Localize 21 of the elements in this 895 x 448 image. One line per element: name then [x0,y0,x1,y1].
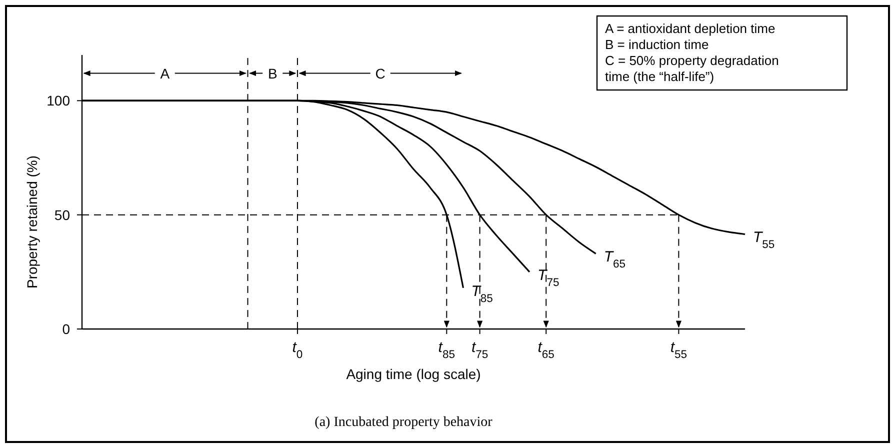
x-tick-label: t$_{0}$ [292,339,303,361]
annotation: B [268,65,278,82]
text: A = antioxidant depletion time [605,21,776,36]
x-tick-label: t$_{85}$ [438,339,455,361]
x-tick-label: t$_{55}$ [670,339,688,361]
series-label: T$_{85}$ [471,282,493,305]
text: B = induction time [605,37,709,52]
text: (a) Incubated property behavior [314,415,493,430]
series-label: T$_{65}$ [604,248,626,271]
y-tick-label: 100 [46,92,70,109]
y-tick-label: 0 [62,321,70,337]
annotation: C [375,65,386,82]
y-tick-label: 50 [54,206,70,223]
series-label: T$_{75}$ [538,266,560,289]
series-label: T$_{55}$ [753,229,775,252]
x-tick-label: t$_{65}$ [538,339,554,361]
x-tick-label: t$_{75}$ [471,339,488,361]
x-axis-title: Aging time (log scale) [346,366,481,382]
y-axis-title: Property retained (%) [24,155,40,289]
annotation: C = 50% property degradation time (the “half-life”) [605,53,779,84]
annotation: A [160,65,170,82]
